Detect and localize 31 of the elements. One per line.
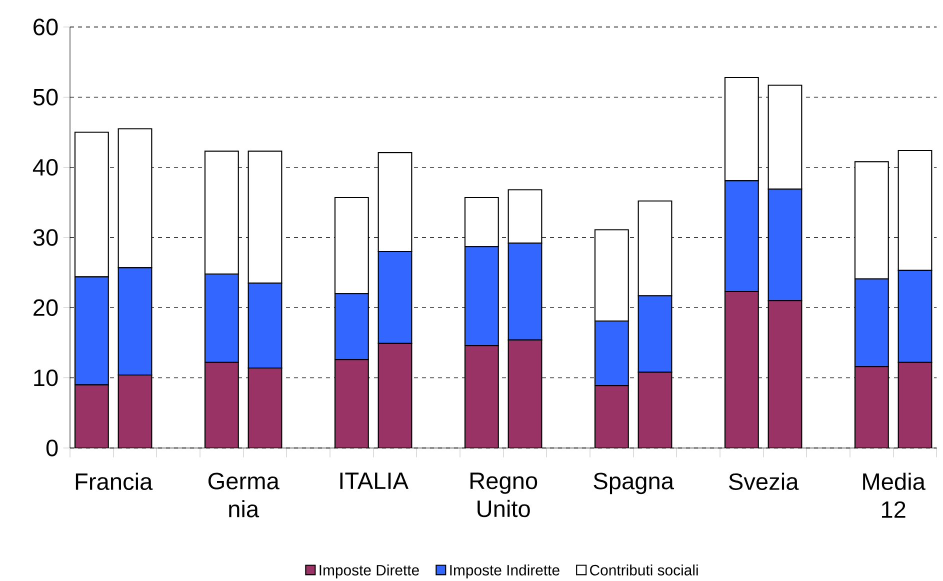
bar xyxy=(248,367,282,448)
x-tick-label: Media 12 xyxy=(863,472,926,518)
bar xyxy=(768,300,802,448)
y-tick-label: 0 xyxy=(46,440,58,456)
bar xyxy=(334,359,369,448)
bar xyxy=(854,366,889,448)
bar xyxy=(378,342,412,448)
legend-label: Contributi sociali xyxy=(590,564,698,576)
x-tick-label: ITALIA xyxy=(340,472,409,489)
y-tick-label: 10 xyxy=(34,369,58,386)
bar xyxy=(638,372,672,448)
x-tick-label: Germa nia xyxy=(208,472,280,518)
legend-label: Imposte Dirette xyxy=(320,564,419,578)
bar xyxy=(204,362,239,448)
bar xyxy=(74,384,109,448)
y-tick-label: 30 xyxy=(33,229,58,246)
y-tick-label: 50 xyxy=(33,88,58,106)
bar xyxy=(118,374,152,448)
bar xyxy=(508,339,542,448)
legend-label: Imposte Indirette xyxy=(450,564,560,578)
bar xyxy=(594,385,629,448)
y-tick-label: 40 xyxy=(32,158,58,176)
y-tick-label: 60 xyxy=(34,18,58,36)
x-tick-label: Regno Unito xyxy=(470,472,538,518)
y-tick-label: 20 xyxy=(34,299,58,316)
bar xyxy=(898,362,932,448)
x-tick-label: Francia xyxy=(76,472,153,490)
bar xyxy=(464,345,499,448)
x-tick-label: Spagna xyxy=(594,472,674,494)
bar xyxy=(724,290,759,448)
x-tick-label: Svezia xyxy=(728,472,799,490)
